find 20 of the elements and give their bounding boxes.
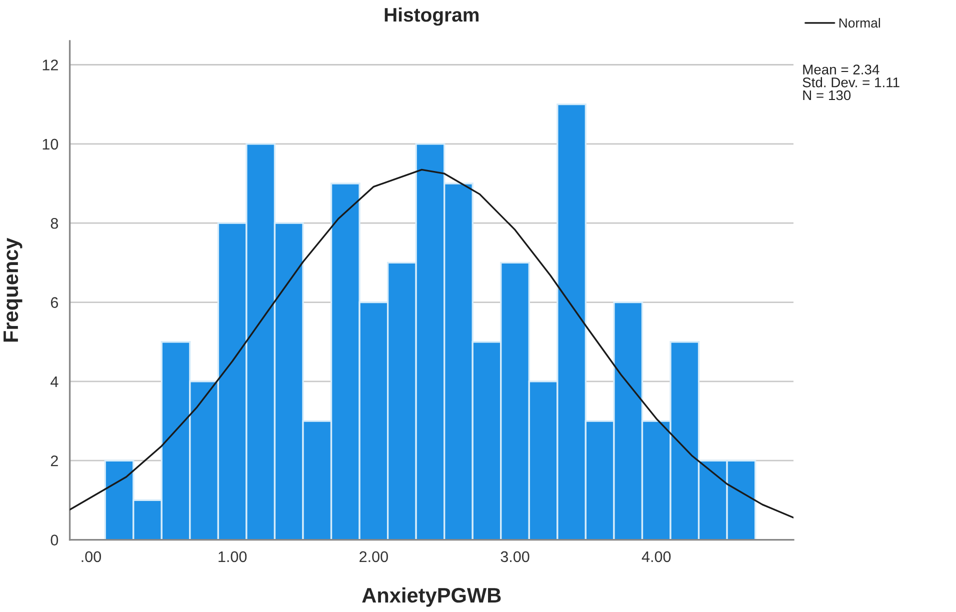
y-tick-label: 2	[50, 455, 58, 466]
x-tick-label: 4.00	[642, 551, 671, 562]
line-series	[70, 168, 794, 518]
text: Mean = 2.34	[803, 64, 880, 74]
chart-title: Histogram	[384, 7, 479, 26]
y-tick-label: 10	[42, 138, 58, 150]
x-tick-label: 2.00	[360, 551, 388, 562]
y-tick-label: 4	[50, 376, 58, 387]
y-tick-label: 8	[50, 218, 58, 229]
y-tick-label: 12	[42, 60, 58, 70]
y-axis-title: Frequency	[4, 238, 22, 342]
x-tick-label: 3.00	[500, 551, 530, 562]
y-tick-label: 6	[50, 297, 58, 308]
y-tick-label: 0	[50, 534, 58, 546]
x-tick-label: .00	[82, 551, 102, 562]
text: Std. Dev. = 1.11	[802, 77, 900, 88]
legend-label: Normal	[839, 18, 880, 28]
x-axis-title: AnxietyPGWB	[362, 587, 501, 607]
x-tick-label: 1.00	[218, 551, 247, 562]
text: N = 130	[803, 90, 851, 100]
